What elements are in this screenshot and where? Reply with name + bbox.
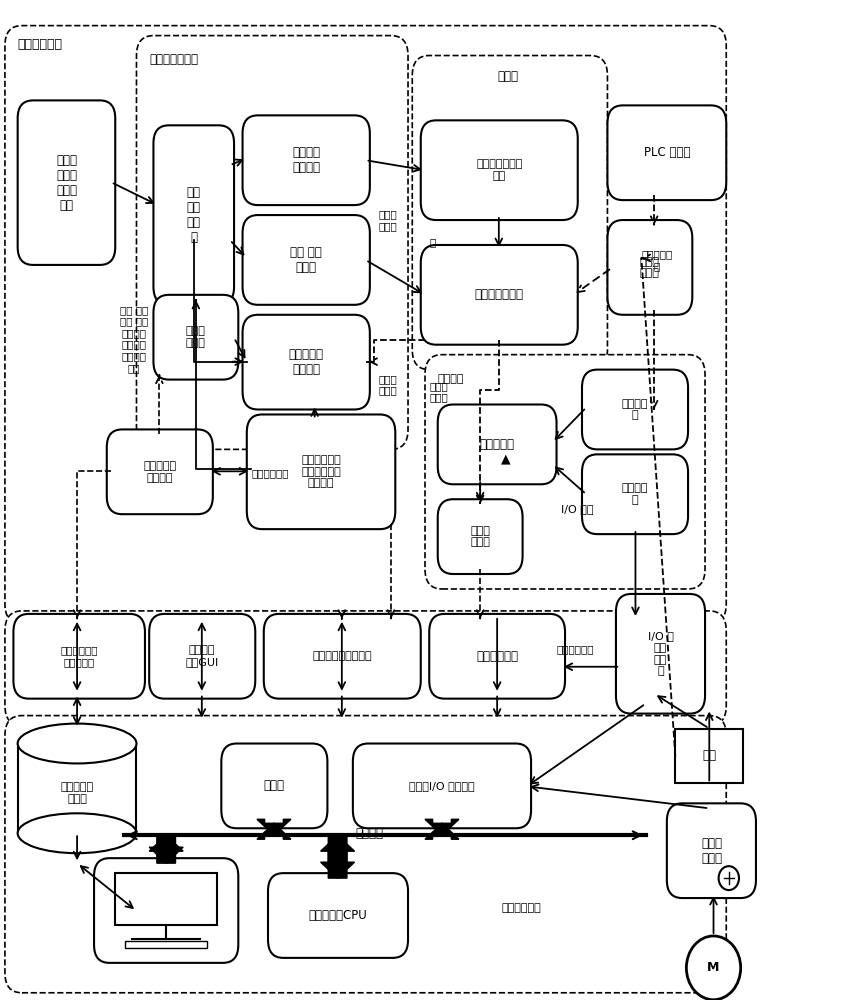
FancyBboxPatch shape [608,220,692,315]
FancyBboxPatch shape [5,26,726,624]
Text: 反馈锁存
器: 反馈锁存 器 [622,399,649,420]
Text: ▲: ▲ [501,453,511,466]
FancyBboxPatch shape [268,873,408,958]
Text: 调度运
行接口: 调度运 行接口 [429,381,448,402]
Text: 直线、圆弧等常
规几: 直线、圆弧等常 规几 [476,159,523,181]
Text: 调度运
行接口: 调度运 行接口 [470,526,490,547]
Text: 位置闭环: 位置闭环 [438,374,464,384]
Text: 伺服及I/O 设备接口: 伺服及I/O 设备接口 [409,781,475,791]
Text: 运算指令解
析执行器: 运算指令解 析执行器 [289,348,324,376]
FancyArrow shape [320,835,354,878]
Text: 测量运动请求: 测量运动请求 [251,468,288,478]
Text: 读取 测量
程序 文件
或包含测
量工序的
自动加工
文件: 读取 测量 程序 文件 或包含测 量工序的 自动加工 文件 [120,305,148,373]
FancyBboxPatch shape [582,370,688,449]
Text: 调度运
行接口: 调度运 行接口 [640,257,660,278]
Text: 何: 何 [429,237,435,247]
FancyArrow shape [320,835,354,878]
FancyArrow shape [150,835,183,863]
FancyBboxPatch shape [221,744,327,828]
FancyBboxPatch shape [94,858,238,963]
Circle shape [686,936,740,1000]
Text: 闭环调节器: 闭环调节器 [479,438,514,451]
FancyBboxPatch shape [242,215,370,305]
Text: 中央处理器CPU: 中央处理器CPU [309,909,367,922]
FancyArrow shape [425,823,459,839]
Text: 测头触发信
号: 测头触发信 号 [642,249,672,271]
Text: 测量 指令
解析器: 测量 指令 解析器 [291,246,322,274]
Text: 数控设备驱动: 数控设备驱动 [476,650,518,663]
FancyBboxPatch shape [242,315,370,409]
FancyBboxPatch shape [429,614,565,699]
FancyBboxPatch shape [421,245,578,345]
FancyBboxPatch shape [18,100,116,265]
FancyArrow shape [150,835,183,863]
Text: 程序代码解析器: 程序代码解析器 [150,53,198,66]
FancyArrow shape [257,819,291,835]
Text: 反馈计数
器: 反馈计数 器 [622,483,649,505]
Text: 调度运
行接口: 调度运 行接口 [186,326,206,348]
FancyBboxPatch shape [582,454,688,534]
Text: 系统变量及用
户宏变量存储
及管理器: 系统变量及用 户宏变量存储 及管理器 [301,455,341,488]
Text: I/O 刷新: I/O 刷新 [561,504,593,514]
Text: 常规运动
指令解析: 常规运动 指令解析 [292,146,320,174]
FancyArrow shape [257,823,291,839]
FancyBboxPatch shape [154,295,238,380]
FancyBboxPatch shape [107,429,212,514]
FancyArrow shape [425,819,459,835]
Circle shape [718,866,739,890]
Text: 显示设备及
输入设备: 显示设备及 输入设备 [149,897,184,925]
FancyBboxPatch shape [438,405,557,484]
Text: PLC 子系统: PLC 子系统 [643,146,690,159]
Text: 实时操作系统: 实时操作系统 [557,644,594,654]
FancyBboxPatch shape [14,614,145,699]
Text: 数控系统硬件: 数控系统硬件 [502,903,541,913]
Text: 测头: 测头 [702,749,717,762]
Text: 内部总线: 内部总线 [356,827,384,840]
Text: 数控系统软件: 数控系统软件 [18,38,63,51]
Text: 实时钟: 实时钟 [264,779,285,792]
Bar [676,729,743,783]
FancyBboxPatch shape [608,105,726,200]
FancyBboxPatch shape [421,120,578,220]
FancyBboxPatch shape [154,125,234,305]
FancyBboxPatch shape [246,414,395,529]
FancyBboxPatch shape [616,594,705,714]
Bar [18,744,137,833]
Ellipse shape [18,724,137,763]
Ellipse shape [18,813,137,853]
FancyBboxPatch shape [667,803,756,898]
Text: 数控人机交
互子系统: 数控人机交 互子系统 [144,461,176,483]
Text: 伺服驱
动装置: 伺服驱 动装置 [701,837,722,865]
FancyBboxPatch shape [137,36,408,449]
Text: 数控加
工程序
文件操
作器: 数控加 工程序 文件操 作器 [56,154,77,212]
Text: 指令
类别
甄别
器: 指令 类别 甄别 器 [187,186,201,244]
Text: 测量运动服务器: 测量运动服务器 [475,288,524,301]
FancyBboxPatch shape [353,744,531,828]
Text: 文件管理及存
储设备驱动: 文件管理及存 储设备驱动 [60,645,98,667]
FancyBboxPatch shape [425,355,705,589]
Text: 文件系统存
储介质: 文件系统存 储介质 [60,782,94,804]
FancyBboxPatch shape [5,716,726,993]
Text: 图形用户
接口GUI: 图形用户 接口GUI [185,645,218,667]
Bar [116,873,217,925]
Text: 解除运
行锁定: 解除运 行锁定 [378,374,397,395]
Text: I/O 控
制辅
助设
备: I/O 控 制辅 助设 备 [648,631,673,676]
Text: 插补器: 插补器 [497,70,518,83]
FancyBboxPatch shape [242,115,370,205]
Text: 实时任务调度子系统: 实时任务调度子系统 [313,651,372,661]
FancyBboxPatch shape [5,611,726,726]
Bar [126,941,207,948]
FancyBboxPatch shape [150,614,255,699]
Text: 测量运
动请求: 测量运 动请求 [378,209,397,231]
Text: M: M [707,961,720,974]
FancyBboxPatch shape [264,614,421,699]
FancyBboxPatch shape [438,499,523,574]
FancyBboxPatch shape [412,56,608,370]
